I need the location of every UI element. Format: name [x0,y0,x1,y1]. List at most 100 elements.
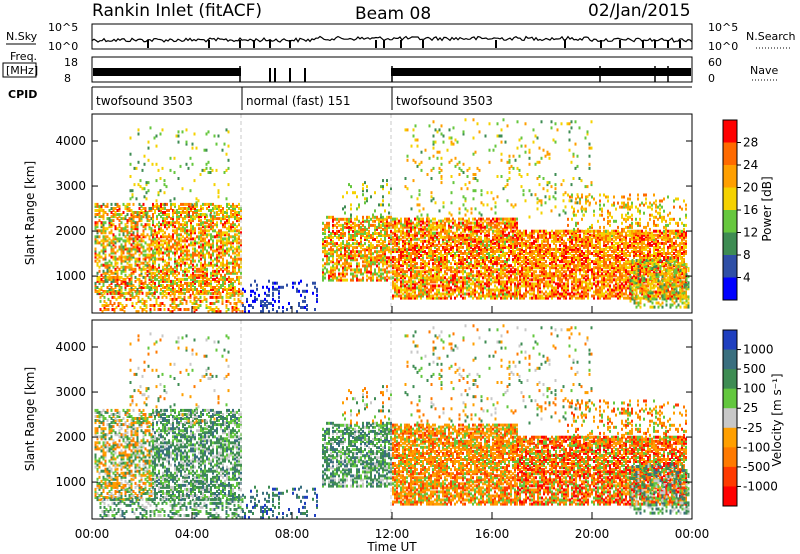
power-cell [380,215,382,219]
power-cell [420,282,422,286]
power-cell [424,288,426,292]
power-cell [158,204,160,208]
power-cell [108,225,111,229]
power-cell [508,217,510,221]
power-cell [328,221,330,225]
power-cell [482,241,484,245]
power-cell [154,290,156,293]
power-cell [185,162,188,166]
power-cell [460,231,462,235]
power-cell [210,284,212,287]
power-cell [442,237,444,241]
power-cell [466,260,468,264]
power-cell [506,237,508,241]
power-cell [240,209,242,212]
power-cell [160,251,162,255]
power-cell [450,241,452,245]
power-cell [498,250,500,253]
power-cell [186,223,188,227]
power-cell [153,291,156,295]
power-cell [120,279,123,283]
power-cell [226,265,228,269]
power-cell [422,260,424,264]
power-cell [216,241,218,245]
power-cell [230,245,232,249]
power-cell [149,310,152,314]
power-cell [232,225,234,229]
power-cell [374,232,376,235]
power-cell [155,162,158,166]
power-cell [498,217,500,221]
power-cell [388,191,390,195]
power-cell [454,280,456,284]
power-cell [306,308,308,311]
power-cell [142,231,145,235]
power-cell [460,262,462,266]
power-cell [418,229,420,233]
power-cell [196,267,198,271]
power-cell [176,211,178,214]
power-cell [166,253,168,257]
power-cell [222,223,224,227]
power-cell [418,219,420,223]
power-cell [434,252,436,255]
power-cell [380,260,382,264]
power-cell [426,245,428,249]
power-cell [328,278,330,282]
power-cell [458,221,460,225]
power-cell [360,272,362,276]
power-cell [178,223,180,227]
power-cell [181,297,184,301]
power-cell [426,286,428,290]
power-cell [231,306,234,309]
power-cell [135,310,138,314]
power-cell [152,241,154,245]
power-cell [356,274,358,278]
power-cell [388,225,390,229]
power-cell [230,247,232,251]
power-cell [382,260,384,264]
power-cell [104,261,107,265]
power-cell [174,241,176,245]
power-cell [338,244,340,248]
power-cell [206,241,208,245]
power-cell [488,256,490,259]
power-cell [334,244,336,248]
power-cell [412,221,414,225]
power-cell [184,229,186,233]
power-cell [360,238,362,241]
power-cell [98,219,101,223]
power-cell [204,217,206,221]
power-cell [109,302,112,305]
power-cell [215,299,218,303]
power-cell [180,211,182,214]
power-cell [129,175,132,178]
power-cell [366,219,368,223]
power-cell [132,225,135,229]
power-cell [338,254,340,258]
power-cell [422,280,424,284]
power-cell [128,265,131,269]
power-cell [234,211,236,214]
power-cell [192,275,194,279]
power-cell [134,263,137,267]
power-cell [380,254,382,258]
power-cell [189,295,192,299]
power-cell [472,266,474,270]
power-cell [404,247,406,251]
power-cell [506,239,508,243]
power-cell [143,299,146,303]
power-cell [398,288,400,292]
power-cell [486,284,488,288]
power-cell [402,227,404,231]
power-cell [430,223,432,227]
power-cell [110,263,113,267]
power-cell [328,274,330,278]
power-cell [468,229,470,233]
power-cell [336,278,338,282]
power-cell [506,296,508,300]
power-cell [400,229,402,233]
power-cell [157,304,160,307]
power-cell [482,286,484,290]
power-cell [422,266,424,270]
